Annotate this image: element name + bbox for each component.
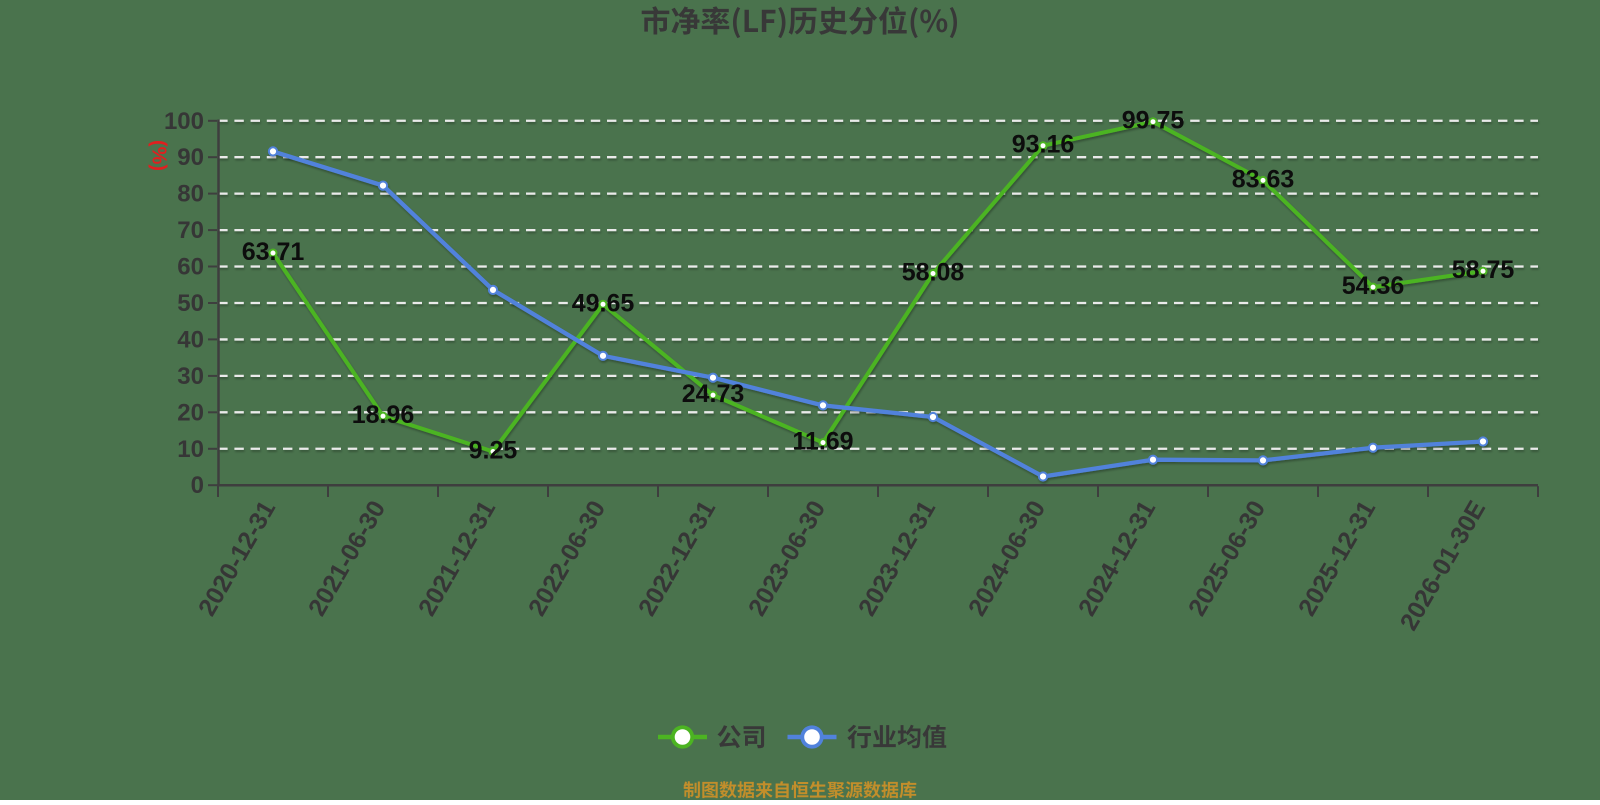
svg-text:100: 100 [164,108,204,135]
svg-text:30: 30 [177,363,204,390]
svg-text:20: 20 [177,399,204,426]
svg-text:50: 50 [177,290,204,317]
svg-text:54.36: 54.36 [1342,272,1405,300]
svg-text:70: 70 [177,217,204,244]
svg-text:18.96: 18.96 [352,401,415,429]
svg-text:(%): (%) [148,140,170,171]
svg-text:9.25: 9.25 [469,437,518,465]
svg-text:24.73: 24.73 [682,380,745,408]
svg-text:0: 0 [191,472,204,499]
svg-text:10: 10 [177,436,204,463]
svg-text:83.63: 83.63 [1232,165,1295,193]
svg-text:63.71: 63.71 [242,238,305,266]
svg-text:11.69: 11.69 [792,428,853,456]
svg-text:99.75: 99.75 [1122,107,1185,135]
svg-text:58.75: 58.75 [1452,256,1515,284]
svg-text:40: 40 [177,326,204,353]
svg-text:93.16: 93.16 [1012,131,1075,159]
svg-text:90: 90 [177,144,204,171]
svg-text:60: 60 [177,254,204,281]
svg-text:49.65: 49.65 [572,289,635,317]
svg-text:58.08: 58.08 [902,259,965,287]
svg-text:80: 80 [177,181,204,208]
